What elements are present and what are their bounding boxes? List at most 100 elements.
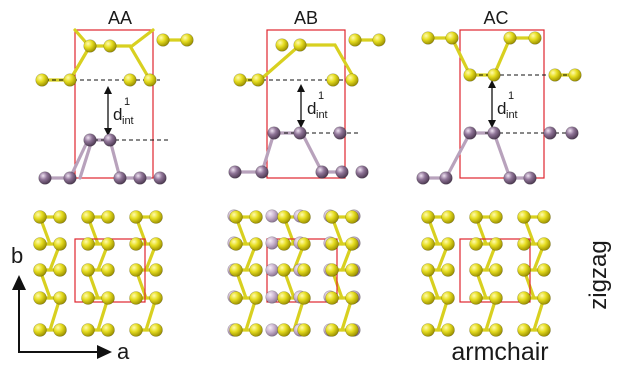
atom [149,263,163,277]
bond [78,138,94,180]
atom [345,263,359,277]
atom [249,210,263,224]
arrow-head [488,80,496,88]
atom [265,236,279,250]
atom [421,323,435,337]
atom [421,263,435,277]
atom [63,171,77,185]
atom [548,68,562,82]
atom [325,323,339,337]
atom [251,73,265,87]
armchair-label: armchair [451,338,548,366]
atom [229,263,243,277]
atom [33,237,47,251]
atom [421,237,435,251]
atom [149,210,163,224]
atom [149,237,163,251]
atom [528,31,542,45]
atom [53,263,67,277]
atom [293,126,307,140]
atom [463,126,477,140]
unit-cell-side-ab [266,29,346,179]
atom [503,171,517,185]
atom [249,263,263,277]
atom [469,291,483,305]
atom [517,323,531,337]
atom [568,68,582,82]
atom [33,291,47,305]
svg-text:1: 1 [124,96,130,108]
atom [439,171,453,185]
atom [156,33,170,47]
atom [277,237,291,251]
atom [565,126,579,140]
atom [267,126,281,140]
bond [43,138,152,180]
atom [325,210,339,224]
atom [345,73,359,87]
atom [53,323,67,337]
atom [33,323,47,337]
atom [233,73,247,87]
atom [325,263,339,277]
interlayer-distance-label-ac: d 1 int [497,90,518,121]
atom [129,291,143,305]
zigzag-label: zigzag [585,240,612,309]
atom [277,263,291,277]
atom [543,126,557,140]
arrow-head [297,120,305,128]
side-view-aa [35,28,194,185]
atom [537,263,551,277]
atom [35,73,49,87]
atom [249,323,263,337]
top-view-ac [421,210,551,337]
atom [469,237,483,251]
atom [503,31,517,45]
atom [275,38,289,52]
atom [265,209,279,223]
atom [487,68,501,82]
atom [297,323,311,337]
atom [113,171,127,185]
atom [463,68,477,82]
atom [445,31,459,45]
atom [537,237,551,251]
atom [249,237,263,251]
atom [325,237,339,251]
atom [129,323,143,337]
atom [229,291,243,305]
atom [277,291,291,305]
atom [421,291,435,305]
bond [421,131,532,180]
atom [101,237,115,251]
atom [517,210,531,224]
arrow-head [297,84,305,92]
atom [129,237,143,251]
svg-text:d: d [113,105,122,124]
atom [63,73,77,87]
atom [101,291,115,305]
atom [469,210,483,224]
atom [441,263,455,277]
atom [277,323,291,337]
atom [33,210,47,224]
atom [81,323,95,337]
atom [101,263,115,277]
atom [133,171,147,185]
atom [345,237,359,251]
panel-title-ab: AB [294,8,318,28]
atom [123,73,137,87]
atom [129,263,143,277]
arrow-up-icon [12,275,26,290]
atom [441,210,455,224]
arrow-head [104,128,112,136]
atom [355,165,369,179]
atom [149,291,163,305]
svg-text:int: int [316,109,328,121]
bond [426,36,537,77]
atom [229,210,243,224]
atom [103,133,117,147]
bond [232,131,344,174]
atom [345,323,359,337]
